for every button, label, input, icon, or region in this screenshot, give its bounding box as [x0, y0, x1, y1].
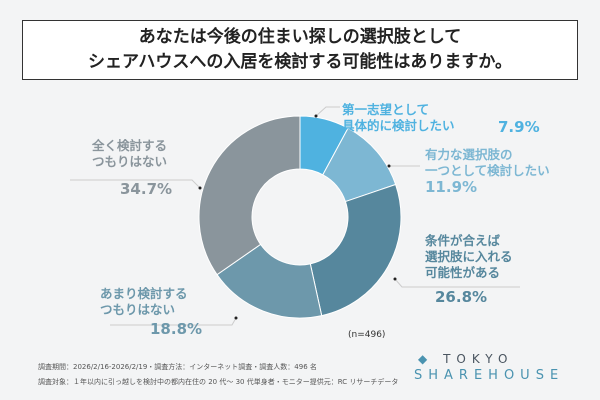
leader-dot-2 [393, 277, 397, 281]
leader-line-0 [315, 106, 340, 117]
value-first-choice: 7.9% [498, 118, 540, 136]
sample-size-note: (n=496) [348, 330, 386, 340]
leader-dot-3 [234, 316, 238, 320]
label-strong-option: 有力な選択肢の 一つとして検討したい [425, 147, 550, 178]
donut-slice-3 [216, 243, 323, 319]
value-not-at-all: 34.7% [120, 180, 173, 198]
title-line-2: シェアハウスへの入居を検討する可能性はありますか。 [88, 52, 512, 72]
leader-line-3 [110, 317, 237, 326]
value-strong-option: 11.9% [425, 178, 478, 196]
cube-icon: ◆ [418, 352, 434, 366]
label-not-much: あまり検討する つもりはない [100, 286, 188, 317]
logo-sharehouse: SHAREHOUSE [414, 368, 565, 383]
label-first-choice: 第一志望として 具体的に検討したい [342, 102, 455, 133]
label-not-at-all: 全く検討する つもりはない [92, 138, 168, 169]
leader-line-2 [394, 278, 520, 288]
value-not-much: 18.8% [150, 320, 203, 338]
leader-dot-1 [387, 164, 391, 168]
leader-line-4 [70, 179, 201, 189]
chart-title: あなたは今後の住まい探しの選択肢として シェアハウスへの入居を検討する可能性はあ… [22, 20, 578, 80]
donut-slice-4 [198, 115, 301, 276]
label-conditional: 条件が合えば 選択肢に入れる 可能性がある [425, 233, 513, 280]
title-line-1: あなたは今後の住まい探しの選択肢として [138, 27, 462, 47]
leader-dot-4 [198, 186, 202, 190]
footer-line-2: 調査対象：１年以内に引っ越しを検討中の都内在住の 20 代～ 30 代単身者・モ… [38, 378, 399, 386]
value-conditional: 26.8% [435, 288, 488, 306]
leader-dot-0 [314, 114, 318, 118]
logo-tokyo: ◆ TOKYO [418, 352, 514, 366]
donut-slice-2 [309, 183, 402, 317]
footer-line-1: 調査期間：2026/2/16-2026/2/19・調査方法：インターネット調査・… [38, 363, 317, 371]
